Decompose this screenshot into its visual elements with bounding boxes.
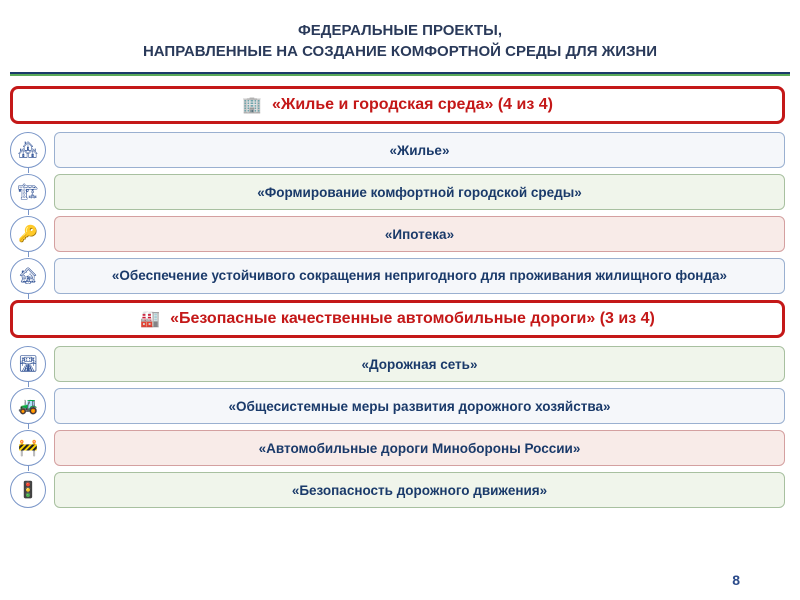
item-box: «Ипотека» [54, 216, 785, 252]
roads-icon: 🏭 [140, 309, 160, 329]
traffic-light-icon: 🚦 [10, 472, 46, 508]
item-label: «Обеспечение устойчивого сокращения непр… [112, 267, 727, 285]
content-area: 🏢 «Жилье и городская среда» (4 из 4) 🏘 «… [0, 86, 800, 508]
section-1-header: 🏢 «Жилье и городская среда» (4 из 4) [10, 86, 785, 124]
item-label: «Дорожная сеть» [362, 357, 478, 372]
item-row: 🏚 «Обеспечение устойчивого сокращения не… [10, 258, 785, 294]
header-divider [10, 72, 790, 76]
item-row: 🚜 «Общесистемные меры развития дорожного… [10, 388, 785, 424]
road-network-icon: 🛣 [10, 346, 46, 382]
item-label: «Формирование комфортной городской среды… [257, 185, 582, 200]
housing-icon: 🏢 [242, 95, 262, 115]
house-icon: 🏘 [10, 132, 46, 168]
item-box: «Обеспечение устойчивого сокращения непр… [54, 258, 785, 294]
item-box: «Дорожная сеть» [54, 346, 785, 382]
title-line-1: ФЕДЕРАЛЬНЫЕ ПРОЕКТЫ, [298, 22, 502, 39]
item-label: «Автомобильные дороги Минобороны России» [259, 441, 581, 456]
old-house-icon: 🏚 [10, 258, 46, 294]
item-label: «Общесистемные меры развития дорожного х… [229, 399, 611, 414]
key-icon: 🔑 [10, 216, 46, 252]
tractor-icon: 🚜 [10, 388, 46, 424]
item-box: «Безопасность дорожного движения» [54, 472, 785, 508]
barrier-icon: 🚧 [10, 430, 46, 466]
item-label: «Безопасность дорожного движения» [292, 483, 547, 498]
section-2-title: «Безопасные качественные автомобильные д… [170, 310, 655, 328]
item-box: «Жилье» [54, 132, 785, 168]
item-row: 🔑 «Ипотека» [10, 216, 785, 252]
item-row: 🏘 «Жилье» [10, 132, 785, 168]
item-box: «Общесистемные меры развития дорожного х… [54, 388, 785, 424]
title-line-2: НАПРАВЛЕННЫЕ НА СОЗДАНИЕ КОМФОРТНОЙ СРЕД… [143, 43, 657, 60]
section-1-title: «Жилье и городская среда» (4 из 4) [272, 96, 553, 114]
item-box: «Формирование комфортной городской среды… [54, 174, 785, 210]
item-box: «Автомобильные дороги Минобороны России» [54, 430, 785, 466]
item-row: 🏗 «Формирование комфортной городской сре… [10, 174, 785, 210]
section-2-header: 🏭 «Безопасные качественные автомобильные… [10, 300, 785, 338]
item-label: «Жилье» [390, 143, 450, 158]
page-title: ФЕДЕРАЛЬНЫЕ ПРОЕКТЫ, НАПРАВЛЕННЫЕ НА СОЗ… [0, 0, 800, 72]
item-row: 🚦 «Безопасность дорожного движения» [10, 472, 785, 508]
construction-icon: 🏗 [10, 174, 46, 210]
item-row: 🛣 «Дорожная сеть» [10, 346, 785, 382]
item-label: «Ипотека» [385, 227, 454, 242]
page-number: 8 [732, 572, 740, 588]
item-row: 🚧 «Автомобильные дороги Минобороны Росси… [10, 430, 785, 466]
